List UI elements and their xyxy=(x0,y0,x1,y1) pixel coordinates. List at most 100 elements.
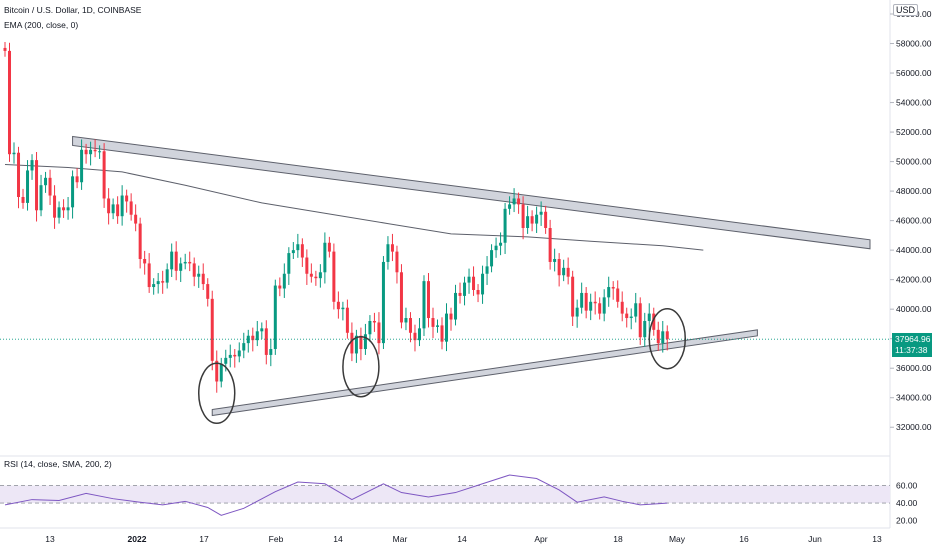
candle-body xyxy=(544,211,548,228)
candle-body xyxy=(490,250,494,267)
annotation-circle xyxy=(342,335,380,398)
candle-body xyxy=(381,261,385,344)
candle-body xyxy=(224,357,228,364)
candle-body xyxy=(48,177,52,196)
candle-body xyxy=(508,204,512,209)
candle-body xyxy=(436,325,439,327)
candle-body xyxy=(188,261,192,264)
candle-body xyxy=(404,318,408,323)
rsi-tick-label: 20.00 xyxy=(896,516,918,526)
candle-body xyxy=(463,282,467,296)
candle-body xyxy=(472,276,476,290)
last-price-tag: 37964.96 11:37:38 xyxy=(892,333,932,357)
candle-body xyxy=(134,214,138,224)
candle-body xyxy=(264,328,268,355)
candle-body xyxy=(426,281,430,319)
candle-body xyxy=(616,288,620,302)
candle-body xyxy=(89,149,93,155)
candle-body xyxy=(138,223,142,259)
x-tick-label: Apr xyxy=(534,534,547,544)
rsi-tick-label: 60.00 xyxy=(896,481,918,491)
candle-body xyxy=(152,284,156,288)
candle-body xyxy=(35,160,39,211)
chart-title: Bitcoin / U.S. Dollar, 1D, COINBASE xyxy=(4,5,142,15)
candle-body xyxy=(656,329,660,344)
candle-body xyxy=(327,242,331,252)
candle-body xyxy=(323,242,327,273)
candle-body xyxy=(566,267,570,277)
candle-body xyxy=(44,177,48,186)
candle-body xyxy=(431,318,435,327)
candle-body xyxy=(589,301,593,311)
candle-body xyxy=(84,149,88,155)
candle-body xyxy=(282,273,286,289)
candle-body xyxy=(102,151,106,199)
candle-body xyxy=(309,273,313,277)
candle-body xyxy=(291,250,295,254)
candle-body xyxy=(53,195,57,218)
candle-body xyxy=(449,313,453,320)
candle-body xyxy=(305,257,309,274)
candle-body xyxy=(21,197,25,203)
candle-body xyxy=(354,335,358,354)
candle-body xyxy=(116,204,120,217)
candle-body xyxy=(562,267,566,276)
y-tick-label: 54000.00 xyxy=(896,98,932,108)
candle-body xyxy=(557,258,561,276)
candle-body xyxy=(494,245,498,251)
candle-body xyxy=(454,292,458,320)
candle-body xyxy=(287,253,291,274)
candle-body xyxy=(17,152,21,198)
annotation-circle xyxy=(197,362,236,425)
candle-body xyxy=(607,287,611,298)
x-tick-label: 14 xyxy=(333,534,343,544)
y-tick-label: 58000.00 xyxy=(896,39,932,49)
candle-body xyxy=(341,307,345,310)
x-tick-label: Mar xyxy=(393,534,408,544)
y-tick-label: 40000.00 xyxy=(896,304,932,314)
candle-body xyxy=(503,208,507,243)
x-tick-label: 14 xyxy=(457,534,467,544)
y-tick-label: 56000.00 xyxy=(896,68,932,78)
candle-body xyxy=(174,251,178,271)
candle-body xyxy=(359,335,363,350)
candle-body xyxy=(485,266,489,274)
candle-body xyxy=(8,50,12,155)
candle-body xyxy=(314,276,318,279)
ema-line xyxy=(4,164,704,251)
bar-countdown: 11:37:38 xyxy=(895,345,928,355)
trendline-upper xyxy=(72,135,871,250)
candle-body xyxy=(156,281,160,285)
currency-badge[interactable]: USD xyxy=(892,4,918,16)
candle-body xyxy=(395,251,399,273)
candle-body xyxy=(467,276,471,283)
candle-body xyxy=(634,303,638,317)
candle-body xyxy=(300,244,304,258)
candle-body xyxy=(580,292,584,308)
y-tick-label: 52000.00 xyxy=(896,127,932,137)
candle-body xyxy=(161,281,165,283)
candle-body xyxy=(535,214,539,224)
candle-body xyxy=(125,195,129,202)
x-tick-label: 17 xyxy=(199,534,209,544)
x-tick-label: 16 xyxy=(739,534,749,544)
candle-body xyxy=(413,332,417,341)
candle-body xyxy=(147,263,151,288)
candle-body xyxy=(526,216,530,228)
candle-body xyxy=(499,242,503,246)
candle-body xyxy=(638,303,642,338)
candle-body xyxy=(71,176,75,208)
candle-body xyxy=(237,350,241,357)
trendline-lower xyxy=(211,329,758,417)
candle-body xyxy=(345,307,349,333)
candle-body xyxy=(368,320,372,335)
x-tick-label: Feb xyxy=(269,534,284,544)
candle-body xyxy=(512,198,516,205)
annotation-circle xyxy=(648,307,687,370)
candle-body xyxy=(12,152,16,155)
candle-body xyxy=(170,251,174,270)
x-tick-label: May xyxy=(669,534,686,544)
candle-body xyxy=(332,251,336,302)
candle-body xyxy=(201,273,205,285)
